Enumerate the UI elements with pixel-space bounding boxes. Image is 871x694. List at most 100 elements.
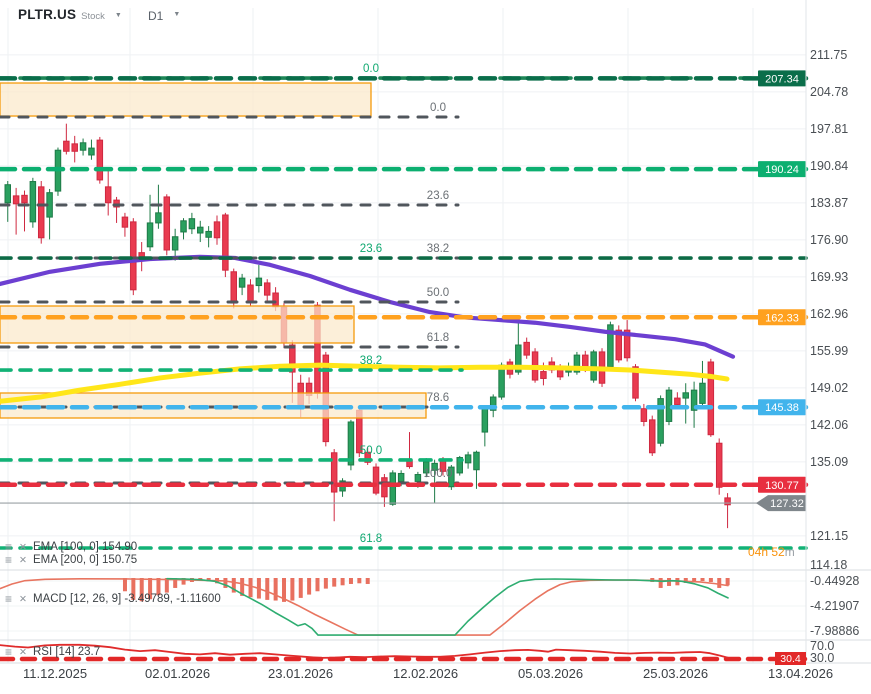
candle-body	[155, 212, 162, 224]
price-level-badge-text: 145.38	[765, 402, 799, 414]
market-type-label: Stock	[81, 11, 105, 22]
macd-histogram-bar	[156, 578, 161, 596]
candle-body	[255, 277, 263, 287]
indicator-remove-icon[interactable]: ✕	[19, 541, 27, 553]
candle-body	[197, 226, 204, 234]
macd-histogram-bar	[307, 578, 312, 595]
bar-close-countdown: 04h 52m	[748, 545, 795, 559]
candle-body	[330, 452, 338, 493]
candle-body	[464, 454, 472, 464]
rsi-tick-label: 70.0	[810, 639, 834, 653]
macd-histogram-bar	[206, 578, 211, 582]
price-tick-label: 197.81	[810, 122, 848, 136]
candle-body	[146, 222, 154, 248]
candle-body	[707, 361, 715, 436]
macd-histogram-bar	[315, 578, 320, 592]
macd-histogram-bar	[273, 578, 278, 601]
symbol-selector[interactable]: PLTR.US Stock ▼	[18, 7, 122, 22]
macd-histogram-bar	[658, 578, 663, 588]
supply-zone[interactable]	[0, 305, 355, 344]
macd-histogram-bar	[181, 578, 186, 585]
candle-body	[640, 408, 648, 422]
indicator-remove-icon[interactable]: ✕	[19, 593, 27, 605]
macd-tick-label: -4.21907	[810, 599, 859, 613]
macd-histogram-bar	[265, 578, 270, 600]
macd-histogram-bar	[323, 578, 328, 589]
indicator-remove-icon[interactable]: ✕	[19, 554, 27, 566]
candle-body	[648, 419, 656, 454]
candle-body	[238, 277, 246, 288]
current-price-badge-text: 127.32	[770, 498, 804, 510]
macd-histogram-bar	[122, 578, 127, 592]
candle-body	[381, 477, 388, 498]
candle-body	[540, 371, 547, 379]
fib-gray-label: 0.0	[430, 102, 446, 114]
candle-body	[171, 236, 179, 251]
candle-body	[71, 143, 78, 152]
indicator-settings-icon[interactable]: ≡	[5, 645, 13, 659]
indicator-settings-icon[interactable]: ≡	[5, 592, 13, 606]
candle-body	[724, 497, 731, 506]
candle-body	[188, 218, 196, 230]
macd-histogram-bar	[231, 578, 236, 593]
candle-body	[590, 351, 597, 381]
candle-body	[389, 472, 397, 505]
rsi-line	[0, 643, 729, 659]
candle-body	[63, 140, 70, 152]
candle-body	[104, 186, 112, 204]
time-tick-label: 12.02.2026	[393, 666, 458, 681]
timeframe-selector[interactable]: D1 ▼	[148, 9, 180, 23]
candle-body	[163, 196, 171, 251]
macd-histogram-bar	[248, 578, 253, 598]
candle-body	[12, 195, 20, 205]
fib-green-label: 50.0	[360, 445, 382, 457]
fib-gray-label: 100.0	[424, 468, 453, 480]
price-tick-label: 176.90	[810, 233, 848, 247]
price-tick-label: 142.06	[810, 418, 848, 432]
symbol-name: PLTR.US	[18, 7, 77, 22]
price-level-badge	[758, 476, 806, 493]
candle-body	[431, 462, 438, 471]
indicator-settings-icon[interactable]: ≡	[5, 553, 13, 567]
candle-body	[623, 329, 631, 359]
current-price-badge	[756, 495, 806, 512]
macd-histogram-bar	[164, 578, 169, 593]
indicator-remove-icon[interactable]: ✕	[19, 646, 27, 658]
supply-zone[interactable]	[0, 82, 372, 117]
indicator-legend-ema100: ≡ ✕ EMA [100, 0] 154.90	[5, 540, 137, 554]
candle-body	[88, 147, 95, 156]
macd-label: MACD [12, 26, 9] -3.49789, -1.11600	[32, 593, 221, 605]
candle-body	[205, 230, 212, 238]
price-level-badge-text: 130.77	[765, 480, 799, 492]
ema100-label: EMA [100, 0] 154.90	[32, 541, 138, 553]
candle-body	[489, 396, 497, 411]
chevron-down-icon[interactable]: ▼	[114, 12, 122, 19]
time-tick-label: 13.04.2026	[768, 666, 833, 681]
candle-body	[372, 466, 380, 494]
macd-histogram-bar	[683, 578, 688, 583]
macd-histogram-bar	[340, 578, 345, 586]
candle-body	[37, 186, 45, 239]
price-level-badge-text: 207.34	[765, 73, 799, 85]
candle-body	[573, 354, 581, 373]
candle-body	[657, 398, 664, 444]
time-tick-label: 23.01.2026	[268, 666, 333, 681]
macd-histogram-bar	[223, 578, 228, 588]
candle-body	[456, 457, 463, 474]
candle-body	[632, 366, 639, 399]
candle-body	[397, 472, 405, 482]
price-tick-label: 169.93	[810, 270, 848, 284]
price-tick-label: 155.99	[810, 344, 848, 358]
candle-body	[615, 329, 623, 361]
macd-histogram-bar	[725, 578, 730, 586]
fib-gray-label: 61.8	[427, 332, 449, 344]
price-tick-label: 204.78	[810, 85, 848, 99]
chevron-down-icon[interactable]: ▼	[173, 10, 181, 18]
indicator-settings-icon[interactable]: ≡	[5, 540, 13, 554]
rsi-value-badge-text: 30.4	[780, 653, 801, 665]
timeframe-label: D1	[148, 9, 164, 23]
macd-tick-label: -0.44928	[810, 574, 859, 588]
time-tick-label: 11.12.2025	[23, 666, 87, 681]
macd-histogram-bar	[700, 578, 705, 581]
